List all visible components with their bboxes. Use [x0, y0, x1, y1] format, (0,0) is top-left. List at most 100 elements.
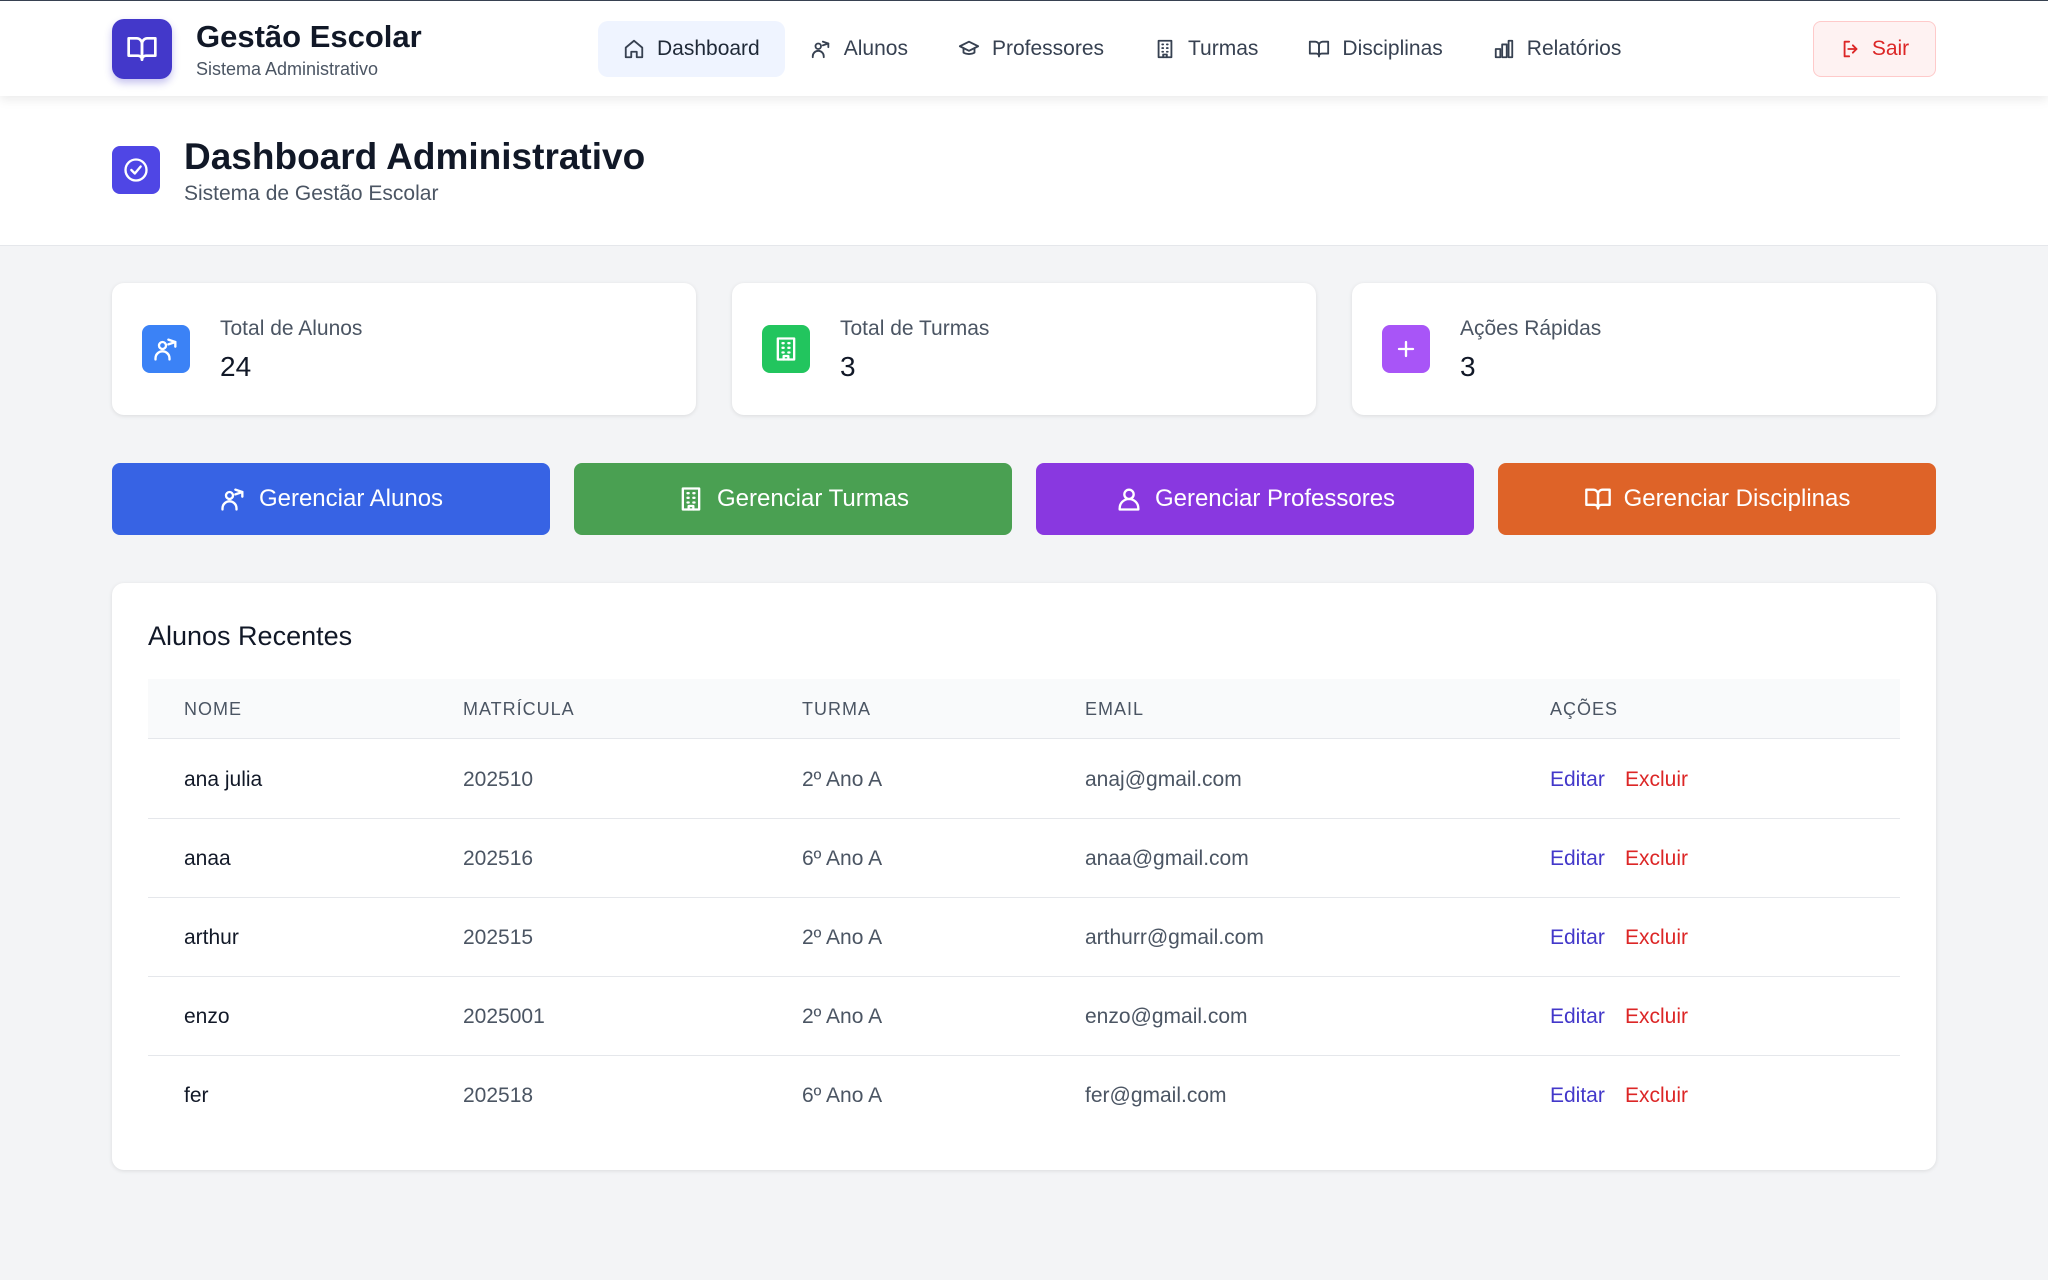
user-icon	[1118, 488, 1140, 511]
students-icon	[221, 488, 244, 511]
edit-link[interactable]: Editar	[1550, 926, 1605, 949]
plus-icon	[1397, 340, 1415, 358]
button-label: Gerenciar Turmas	[716, 485, 910, 512]
cell-nome: ana julia	[184, 768, 263, 791]
brand-subtitle: Sistema Administrativo	[196, 59, 379, 79]
table-row: arthur 202515 2º Ano A arthurr@gmail.com…	[148, 898, 1900, 977]
delete-link[interactable]: Excluir	[1625, 1084, 1689, 1107]
button-label: Gerenciar Disciplinas	[1623, 485, 1851, 512]
cell-turma: 2º Ano A	[802, 926, 883, 949]
brand-title: Gestão Escolar	[196, 19, 422, 54]
page-title: Dashboard Administrativo	[184, 136, 646, 177]
stat-value: 24	[220, 351, 252, 382]
stat-value: 3	[840, 351, 856, 382]
column-header-turma: TURMA	[802, 699, 871, 719]
cell-matricula: 202510	[463, 768, 534, 791]
cell-matricula: 202516	[463, 847, 534, 870]
column-header-email: EMAIL	[1085, 699, 1145, 719]
page-header: Dashboard Administrativo Sistema de Gest…	[0, 96, 2048, 246]
brand-logo[interactable]	[112, 19, 172, 79]
cell-email: arthurr@gmail.com	[1085, 926, 1264, 949]
table-header: NOME MATRÍCULA TURMA EMAIL AÇÕES	[148, 679, 1900, 739]
cell-matricula: 202515	[463, 926, 534, 949]
cell-email: anaj@gmail.com	[1085, 768, 1242, 791]
manage-classes-button[interactable]: Gerenciar Turmas	[574, 463, 1012, 535]
edit-link[interactable]: Editar	[1550, 1005, 1605, 1028]
nav-item-label: Professores	[991, 37, 1104, 60]
building-icon	[681, 487, 701, 511]
stat-label: Ações Rápidas	[1460, 317, 1602, 340]
students-icon	[811, 40, 829, 59]
graduation-cap-icon	[958, 40, 980, 55]
cell-email: enzo@gmail.com	[1085, 1005, 1248, 1028]
nav-item-professores[interactable]: Professores	[933, 21, 1129, 77]
stat-icon-badge	[142, 325, 190, 373]
stat-label: Total de Alunos	[220, 317, 363, 340]
nav-item-label: Relatórios	[1526, 37, 1622, 60]
cell-turma: 6º Ano A	[802, 847, 883, 870]
stat-icon-badge	[1382, 325, 1430, 373]
delete-link[interactable]: Excluir	[1625, 847, 1689, 870]
manage-teachers-button[interactable]: Gerenciar Professores	[1036, 463, 1474, 535]
cell-turma: 2º Ano A	[802, 1005, 883, 1028]
stat-value: 3	[1460, 351, 1476, 382]
book-open-icon	[1309, 40, 1330, 58]
delete-link[interactable]: Excluir	[1625, 1005, 1689, 1028]
building-icon	[1157, 39, 1173, 59]
cell-matricula: 2025001	[463, 1005, 545, 1028]
stat-card-acoes: Ações Rápidas 3	[1352, 283, 1936, 415]
check-circle-icon	[124, 158, 148, 182]
cell-email: anaa@gmail.com	[1085, 847, 1249, 870]
column-header-acoes: AÇÕES	[1550, 699, 1619, 719]
delete-link[interactable]: Excluir	[1625, 926, 1689, 949]
nav-item-relatorios[interactable]: Relatórios	[1468, 21, 1647, 77]
book-open-icon	[1584, 488, 1611, 510]
stat-card-alunos: Total de Alunos 24	[112, 283, 696, 415]
manage-students-button[interactable]: Gerenciar Alunos	[112, 463, 550, 535]
nav-item-label: Alunos	[843, 37, 908, 60]
edit-link[interactable]: Editar	[1550, 768, 1605, 791]
logout-button[interactable]: Sair	[1813, 21, 1936, 77]
nav-item-alunos[interactable]: Alunos	[785, 21, 933, 77]
cell-turma: 6º Ano A	[802, 1084, 883, 1107]
main-nav: Dashboard Alunos Professores Turmas Disc…	[598, 21, 1646, 77]
cell-email: fer@gmail.com	[1085, 1084, 1227, 1107]
stat-card-turmas: Total de Turmas 3	[732, 283, 1316, 415]
cell-nome: arthur	[184, 926, 239, 949]
column-header-nome: NOME	[184, 699, 242, 719]
nav-item-label: Dashboard	[657, 37, 760, 60]
table-row: fer 202518 6º Ano A fer@gmail.com Editar…	[148, 1056, 1900, 1135]
stat-icon-badge	[762, 325, 810, 373]
cell-turma: 2º Ano A	[802, 768, 883, 791]
logout-icon	[1843, 40, 1858, 58]
table-row: ana julia 202510 2º Ano A anaj@gmail.com…	[148, 740, 1900, 819]
table-title: Alunos Recentes	[148, 621, 353, 651]
nav-item-dashboard[interactable]: Dashboard	[598, 21, 785, 77]
edit-link[interactable]: Editar	[1550, 847, 1605, 870]
nav-item-turmas[interactable]: Turmas	[1129, 21, 1283, 77]
table-row: enzo 2025001 2º Ano A enzo@gmail.com Edi…	[148, 977, 1900, 1056]
cell-matricula: 202518	[463, 1084, 534, 1107]
book-open-icon	[127, 37, 157, 61]
button-label: Gerenciar Alunos	[258, 485, 444, 512]
students-icon	[154, 338, 177, 361]
nav-item-label: Disciplinas	[1342, 37, 1443, 60]
table-row: anaa 202516 6º Ano A anaa@gmail.com Edit…	[148, 819, 1900, 898]
edit-link[interactable]: Editar	[1550, 1084, 1605, 1107]
home-icon	[624, 39, 644, 59]
bar-chart-icon	[1494, 39, 1513, 59]
delete-link[interactable]: Excluir	[1625, 768, 1689, 791]
stat-label: Total de Turmas	[840, 317, 990, 340]
page-subtitle: Sistema de Gestão Escolar	[184, 182, 439, 205]
manage-subjects-button[interactable]: Gerenciar Disciplinas	[1498, 463, 1936, 535]
recent-students-card: Alunos Recentes NOME MATRÍCULA TURMA EMA…	[112, 583, 1936, 1170]
top-navbar: Gestão Escolar Sistema Administrativo Da…	[0, 0, 2048, 96]
nav-item-label: Turmas	[1188, 37, 1259, 60]
button-label: Gerenciar Professores	[1154, 485, 1396, 512]
logout-label: Sair	[1871, 37, 1910, 60]
cell-nome: enzo	[184, 1005, 230, 1028]
nav-item-disciplinas[interactable]: Disciplinas	[1283, 21, 1467, 77]
column-header-matricula: MATRÍCULA	[463, 699, 575, 719]
cell-nome: fer	[184, 1084, 209, 1107]
building-icon	[776, 337, 796, 361]
